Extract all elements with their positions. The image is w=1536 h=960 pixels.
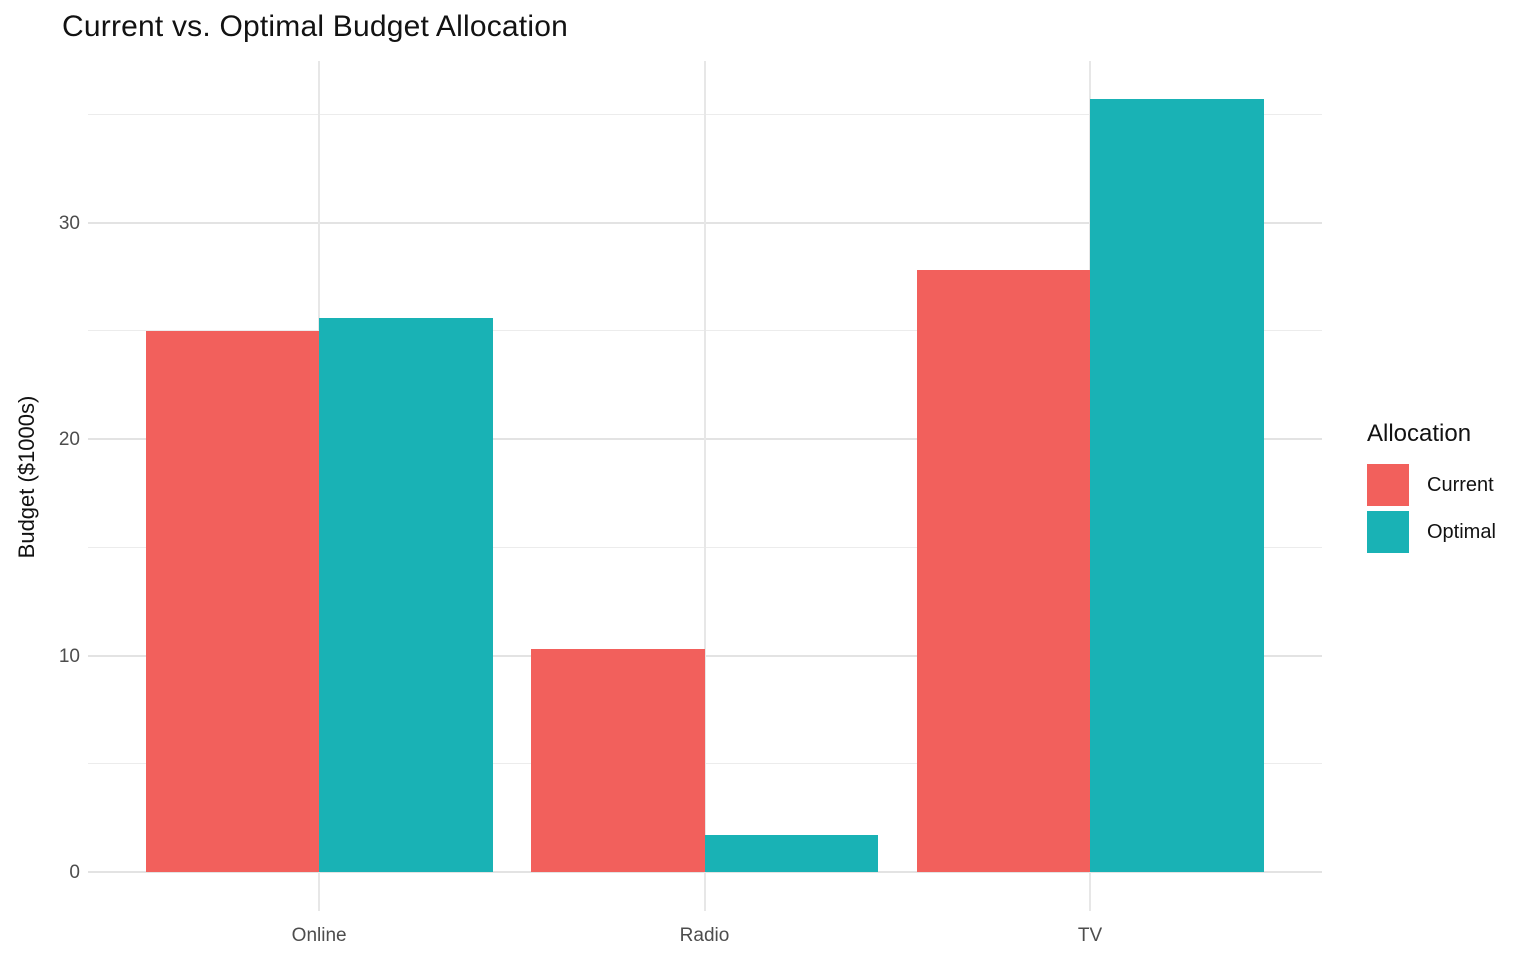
legend-swatch-optimal — [1367, 511, 1409, 553]
legend-label-current: Current — [1427, 473, 1494, 496]
y-tick-label-20: 20 — [58, 429, 80, 450]
y-tick-label-0: 0 — [69, 862, 80, 883]
plot-panel — [88, 61, 1322, 911]
legend-items: Current Optimal — [1367, 464, 1496, 553]
bar-online-optimal — [319, 317, 493, 872]
y-axis-title: Budget ($1000s) — [14, 395, 39, 559]
legend-title: Allocation — [1367, 420, 1472, 447]
legend-item-optimal: Optimal — [1367, 511, 1496, 553]
gridline-x-radio — [703, 61, 706, 911]
bar-tv-optimal — [1090, 99, 1264, 872]
bar-radio-optimal — [704, 835, 878, 872]
legend: Allocation Current Optimal — [1367, 420, 1496, 558]
x-tick-label-online: Online — [291, 925, 347, 946]
legend-swatch-current — [1367, 464, 1409, 506]
x-tick-label-tv: TV — [1077, 925, 1103, 946]
y-tick-label-30: 30 — [58, 212, 80, 234]
legend-item-current: Current — [1367, 464, 1496, 506]
legend-label-optimal: Optimal — [1427, 520, 1496, 543]
y-tick-label-10: 10 — [58, 645, 80, 667]
bar-radio-current — [531, 649, 705, 872]
x-tick-label-radio: Radio — [679, 925, 730, 946]
bar-online-current — [145, 330, 320, 872]
bar-tv-current — [916, 270, 1090, 872]
chart-title: Current vs. Optimal Budget Allocation — [62, 10, 568, 43]
